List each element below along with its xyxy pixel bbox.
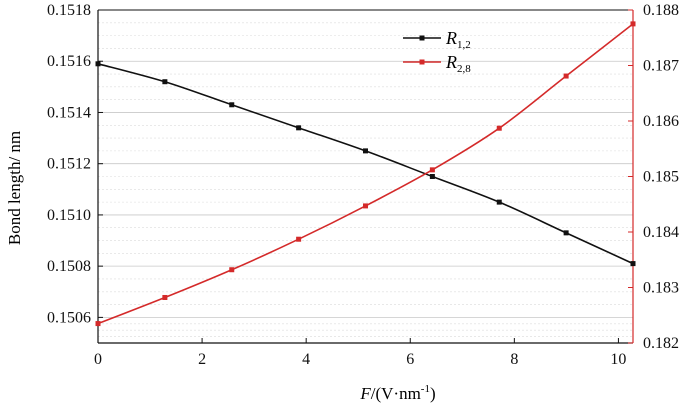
x-axis-title-unit: /(V·nm	[371, 384, 421, 403]
legend: R1,2 R2,8	[403, 28, 471, 75]
right-y-tick-label: 0.186	[643, 113, 679, 130]
ticks-layer: 0 2 4 6 8 10 0.1506 0.1508 0.1510 0.1512 0.1514 0.1…	[47, 2, 679, 368]
legend-label-r28: R2,8	[445, 52, 471, 75]
legend-label-r28-main: R	[445, 52, 457, 72]
x-axis-title-variable: F	[359, 384, 371, 403]
left-y-tick-label: 0.1510	[47, 207, 91, 224]
left-y-tick-label: 0.1512	[47, 156, 91, 173]
data-point-r28	[429, 167, 435, 173]
left-y-tick-label: 0.1514	[47, 104, 91, 121]
x-axis-title-close: )	[430, 384, 436, 403]
series-layer	[95, 21, 636, 327]
x-tick-label: 4	[302, 351, 310, 368]
data-point-r28	[496, 125, 502, 131]
right-y-tick-label: 0.183	[643, 280, 679, 297]
series-line-r28	[97, 23, 634, 325]
data-point-r12	[296, 125, 302, 131]
data-point-r12	[630, 261, 636, 267]
data-point-r28	[563, 73, 569, 79]
left-y-tick-label: 0.1506	[47, 309, 91, 326]
x-axis-title: F/(V·nm-1)	[359, 383, 435, 403]
data-point-r12	[229, 102, 235, 108]
data-point-r28	[363, 203, 368, 209]
right-y-tick-label: 0.188	[643, 2, 679, 19]
x-tick-label: 0	[94, 351, 102, 368]
x-tick-label: 6	[406, 351, 414, 368]
x-tick-label: 2	[198, 351, 206, 368]
right-y-tick-label: 0.185	[643, 169, 679, 186]
data-point-r12	[496, 199, 502, 205]
y-axis-title: Bond length/ nm	[5, 131, 24, 245]
data-point-r12	[95, 61, 101, 67]
x-tick-label: 10	[610, 351, 626, 368]
data-point-r28	[162, 294, 168, 300]
data-point-r28	[229, 267, 235, 273]
x-tick-label: 8	[510, 351, 518, 368]
data-point-r12	[563, 230, 569, 236]
data-point-r12	[162, 79, 168, 85]
legend-marker-r12	[419, 35, 425, 41]
left-y-tick-label: 0.1516	[47, 53, 91, 70]
data-point-r12	[363, 148, 368, 154]
data-point-r12	[429, 174, 435, 179]
right-y-tick-label: 0.187	[643, 58, 679, 75]
legend-marker-r28	[419, 59, 425, 65]
left-y-tick-label: 0.1508	[47, 258, 91, 275]
legend-label-r12-main: R	[445, 28, 457, 48]
legend-label-r12-sub: 1,2	[457, 39, 471, 51]
data-point-r28	[630, 21, 636, 27]
right-y-tick-label: 0.184	[643, 224, 679, 241]
legend-label-r28-sub: 2,8	[457, 63, 471, 75]
left-y-tick-label: 0.1518	[47, 2, 91, 19]
legend-label-r12: R1,2	[445, 28, 471, 51]
right-y-tick-label: 0.182	[643, 335, 679, 352]
x-axis-title-exponent: -1	[421, 383, 430, 395]
data-point-r28	[95, 321, 101, 327]
data-point-r28	[296, 236, 302, 242]
grid-layer	[98, 9, 633, 337]
